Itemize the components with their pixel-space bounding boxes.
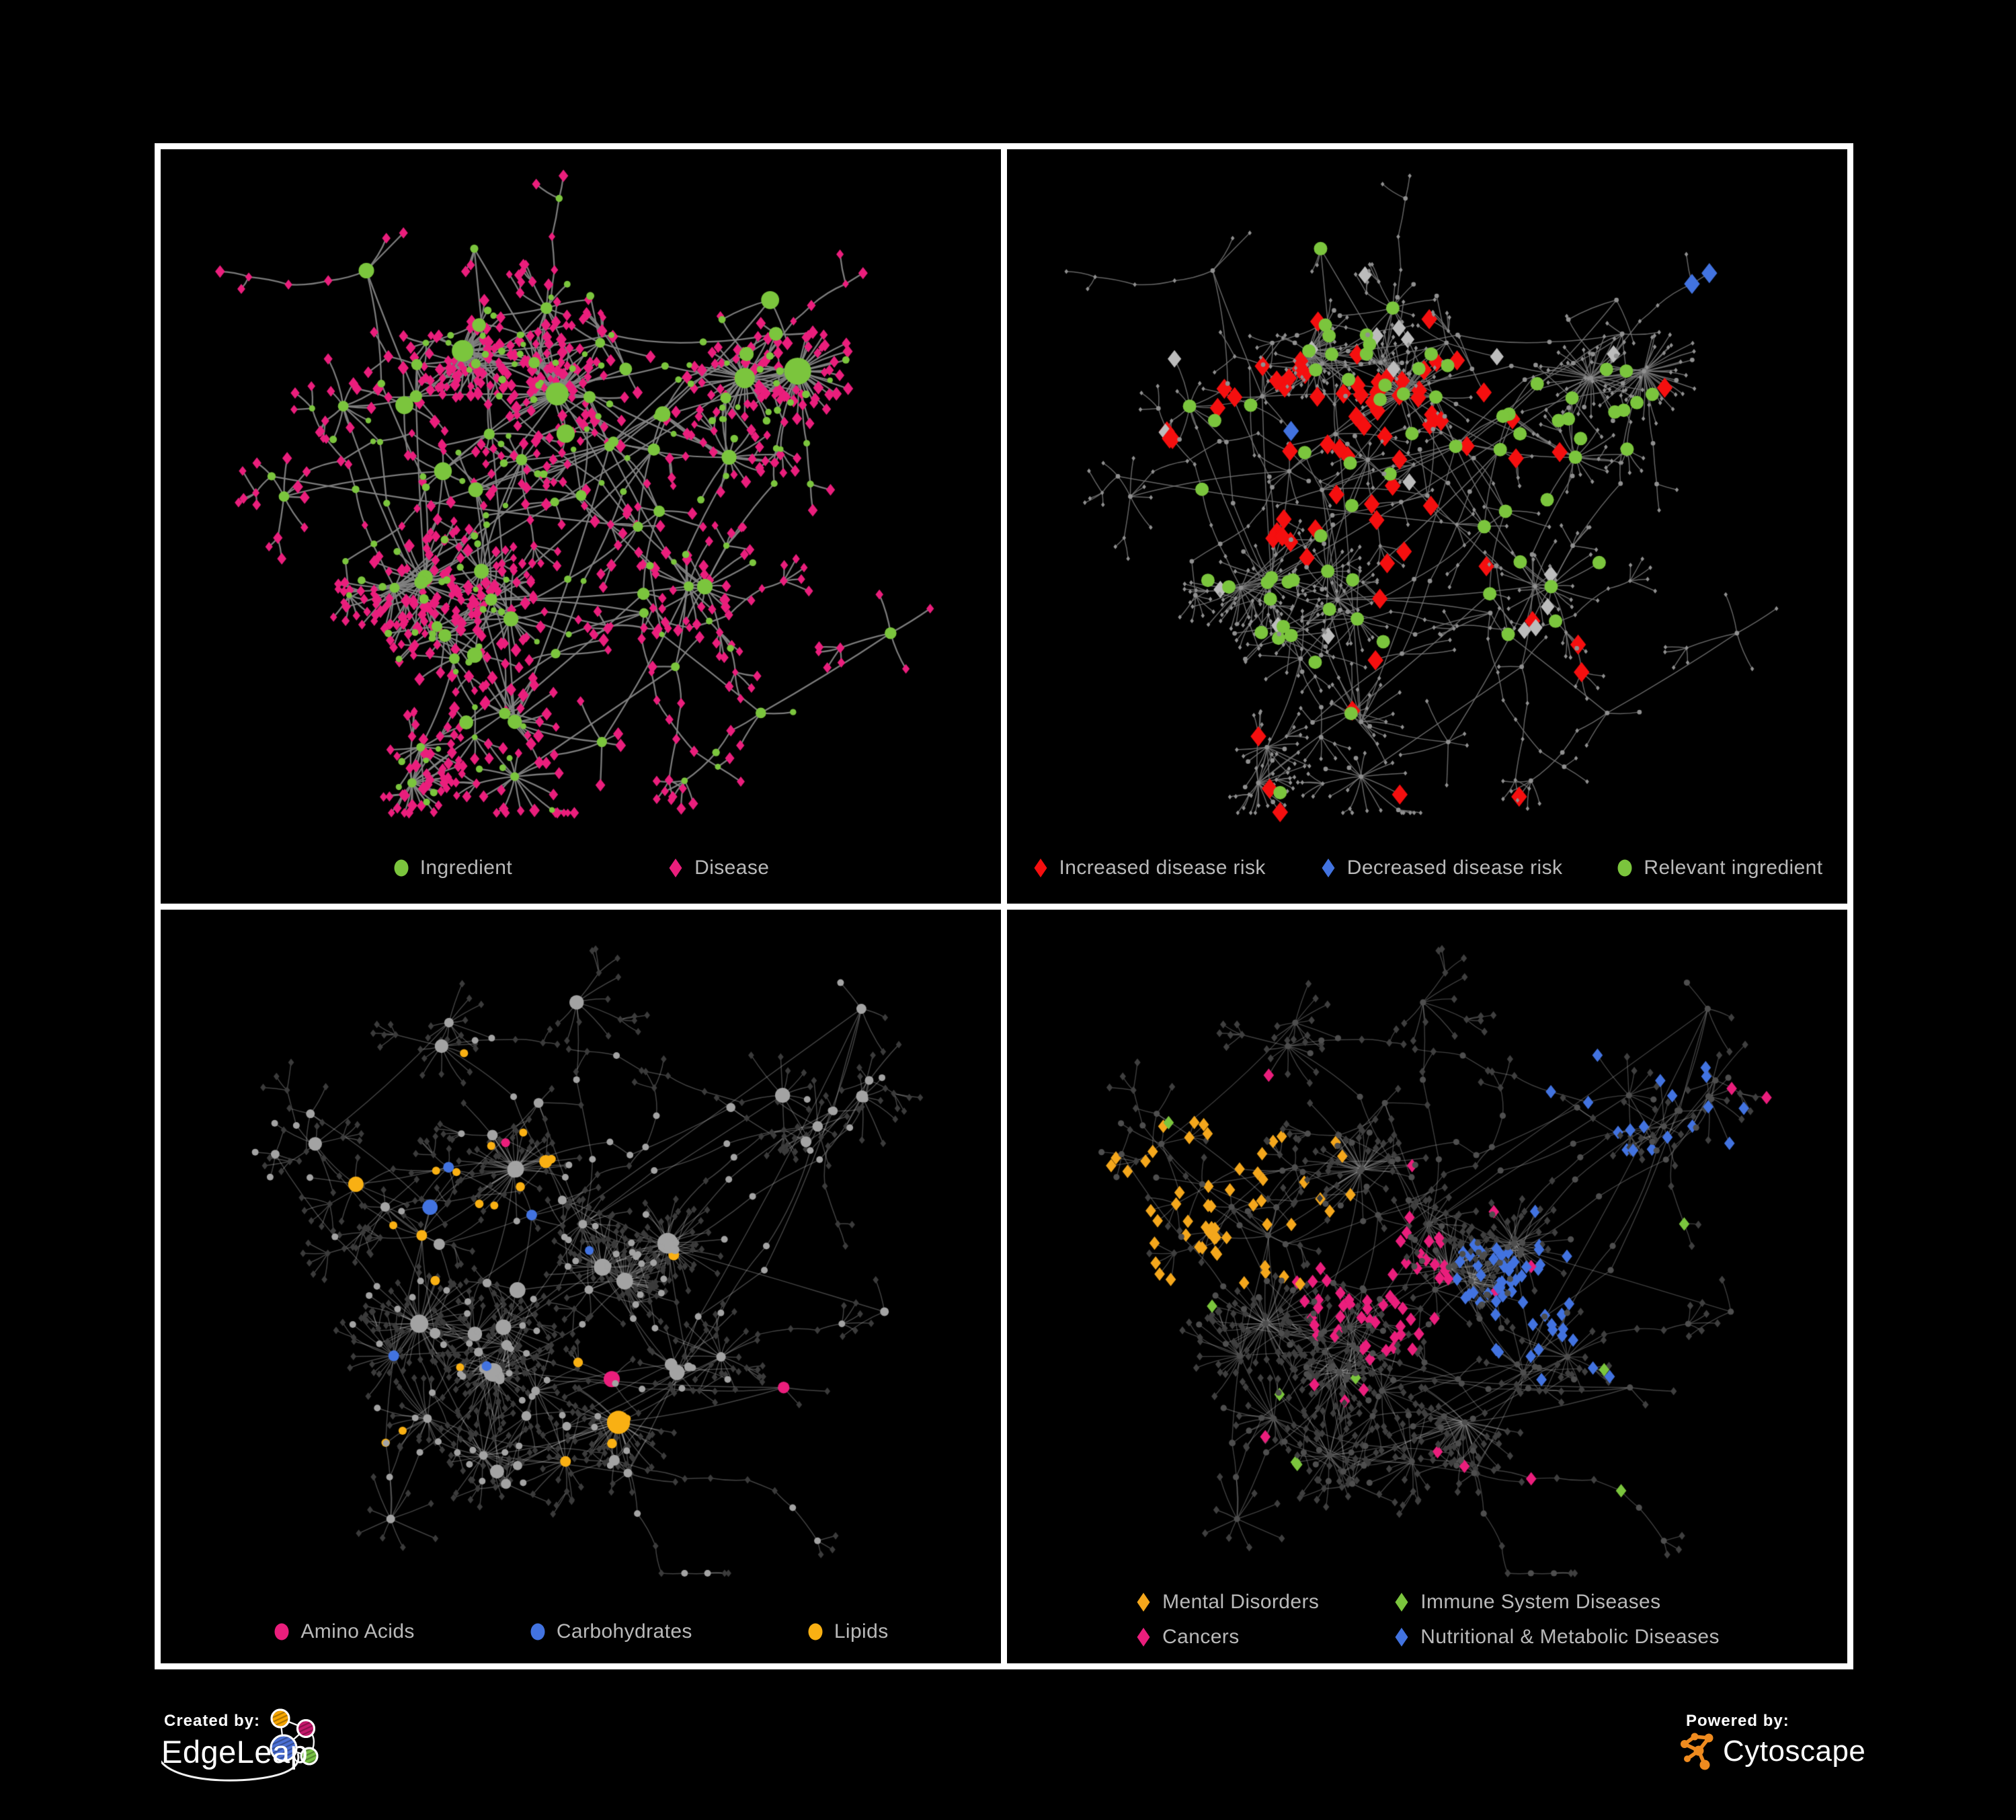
network-canvas-ingredient-categories xyxy=(161,909,1001,1663)
network-canvas-disease-risk xyxy=(1007,149,1847,904)
cytoscape-credit: Powered by: xyxy=(1676,1706,1965,1794)
legend-ingredient-disease: Ingredient Disease xyxy=(161,857,1001,879)
created-by-label: Created by: xyxy=(164,1712,261,1730)
legend-item-amino-acids: Amino Acids xyxy=(273,1620,414,1643)
legend-label: Relevant ingredient xyxy=(1644,856,1823,879)
circle-swatch-icon xyxy=(274,1623,289,1640)
diamond-swatch-icon xyxy=(1395,1628,1408,1647)
legend-disease-categories: Mental Disorders Immune System Diseases Ca… xyxy=(1007,1591,1847,1649)
legend-item-increased-disease-risk: Increased disease risk xyxy=(1032,857,1266,879)
legend-ingredient-categories: Amino Acids Carbohydrates Lipids xyxy=(161,1620,1001,1643)
diamond-swatch-icon xyxy=(669,858,682,877)
legend-item-relevant-ingredient: Relevant ingredient xyxy=(1616,857,1822,879)
legend-item-lipids: Lipids xyxy=(807,1620,889,1643)
panel-ingredient-disease: Ingredient Disease xyxy=(161,149,1001,904)
legend-label: Ingredient xyxy=(419,856,513,879)
legend-label: Immune System Diseases xyxy=(1420,1591,1661,1613)
network-canvas-ingredient-disease xyxy=(161,149,1001,904)
legend-item-immune-system-diseases: Immune System Diseases xyxy=(1393,1591,1660,1614)
legend-label: Increased disease risk xyxy=(1059,856,1266,879)
legend-item-cancers: Cancers xyxy=(1135,1626,1240,1649)
legend-label: Decreased disease risk xyxy=(1346,856,1563,879)
legend-label: Carbohydrates xyxy=(556,1620,692,1643)
circle-swatch-icon xyxy=(1617,859,1632,876)
legend-item-ingredient: Ingredient xyxy=(393,857,512,879)
legend-item-mental-disorders: Mental Disorders xyxy=(1135,1591,1319,1614)
legend-label: Disease xyxy=(694,856,770,879)
legend-disease-risk: Increased disease risk Decreased disease … xyxy=(1007,857,1847,879)
legend-label: Cancers xyxy=(1162,1626,1240,1648)
panel-grid: Ingredient Disease Increased disease risk… xyxy=(155,143,1853,1669)
cytoscape-brand-row: Cytoscape xyxy=(1676,1729,1865,1774)
edgeleap-brand: EdgeLeap xyxy=(161,1734,309,1770)
edgeleap-credit: Created by: EdgeLeap xyxy=(161,1706,376,1811)
legend-item-carbohydrates: Carbohydrates xyxy=(529,1620,692,1643)
circle-swatch-icon xyxy=(808,1623,823,1640)
panel-ingredient-categories: Amino Acids Carbohydrates Lipids xyxy=(161,909,1001,1663)
legend-item-nutritional-metabolic-diseases: Nutritional & Metabolic Diseases xyxy=(1393,1626,1720,1649)
legend-label: Lipids xyxy=(834,1620,889,1643)
circle-swatch-icon xyxy=(530,1623,545,1640)
panel-disease-risk: Increased disease risk Decreased disease … xyxy=(1007,149,1847,904)
legend-item-decreased-disease-risk: Decreased disease risk xyxy=(1320,857,1563,879)
powered-by-label: Powered by: xyxy=(1686,1712,1789,1730)
circle-swatch-icon xyxy=(394,859,409,876)
panel-disease-categories: Mental Disorders Immune System Diseases Ca… xyxy=(1007,909,1847,1663)
diamond-swatch-icon xyxy=(1034,858,1047,877)
diamond-swatch-icon xyxy=(1395,1593,1408,1612)
legend-item-disease: Disease xyxy=(667,857,769,879)
edgeleap-logo-icon xyxy=(161,1708,319,1782)
legend-label: Mental Disorders xyxy=(1162,1591,1320,1613)
cytoscape-logo-icon xyxy=(1681,1733,1713,1770)
diamond-swatch-icon xyxy=(1137,1628,1150,1647)
network-canvas-disease-categories xyxy=(1007,909,1847,1663)
legend-label: Nutritional & Metabolic Diseases xyxy=(1420,1626,1720,1648)
legend-label: Amino Acids xyxy=(300,1620,415,1643)
cytoscape-brand: Cytoscape xyxy=(1723,1735,1866,1768)
diamond-swatch-icon xyxy=(1322,858,1335,877)
diamond-swatch-icon xyxy=(1137,1593,1150,1612)
